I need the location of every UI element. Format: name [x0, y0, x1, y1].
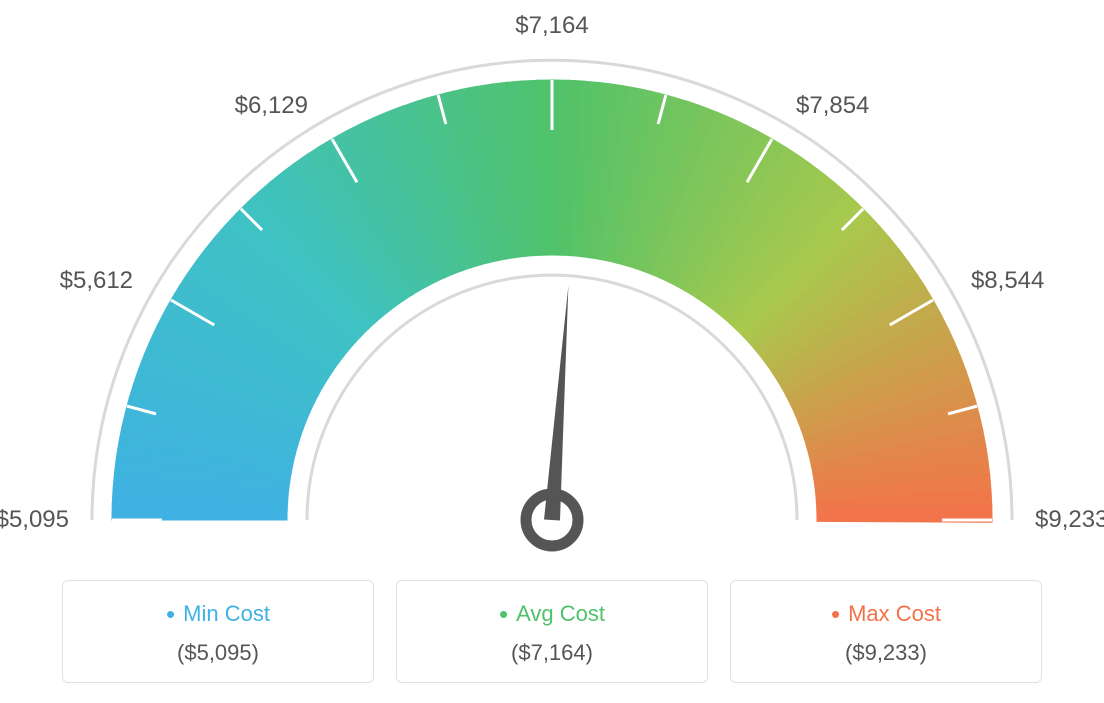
- gauge-area: $5,095$5,612$6,129$7,164$7,854$8,544$9,2…: [20, 20, 1084, 560]
- gauge-tick-label: $5,095: [0, 506, 69, 534]
- gauge-tick-label: $7,164: [507, 12, 597, 40]
- legend-card-avg: Avg Cost ($7,164): [396, 580, 708, 683]
- legend-avg-value: ($7,164): [407, 640, 697, 666]
- gauge-tick-label: $8,544: [971, 267, 1044, 295]
- gauge-tick-label: $5,612: [48, 267, 133, 295]
- cost-gauge-chart: $5,095$5,612$6,129$7,164$7,854$8,544$9,2…: [20, 20, 1084, 683]
- gauge-svg: [20, 20, 1084, 560]
- gauge-tick-label: $7,854: [796, 92, 869, 120]
- legend-max-label: Max Cost: [741, 599, 1031, 630]
- legend-card-max: Max Cost ($9,233): [730, 580, 1042, 683]
- legend-max-value: ($9,233): [741, 640, 1031, 666]
- legend-card-min: Min Cost ($5,095): [62, 580, 374, 683]
- legend-avg-label: Avg Cost: [407, 599, 697, 630]
- legend-min-value: ($5,095): [73, 640, 363, 666]
- legend-row: Min Cost ($5,095) Avg Cost ($7,164) Max …: [20, 580, 1084, 683]
- gauge-tick-label: $6,129: [223, 92, 308, 120]
- legend-min-label: Min Cost: [73, 599, 363, 630]
- gauge-tick-label: $9,233: [1035, 506, 1104, 534]
